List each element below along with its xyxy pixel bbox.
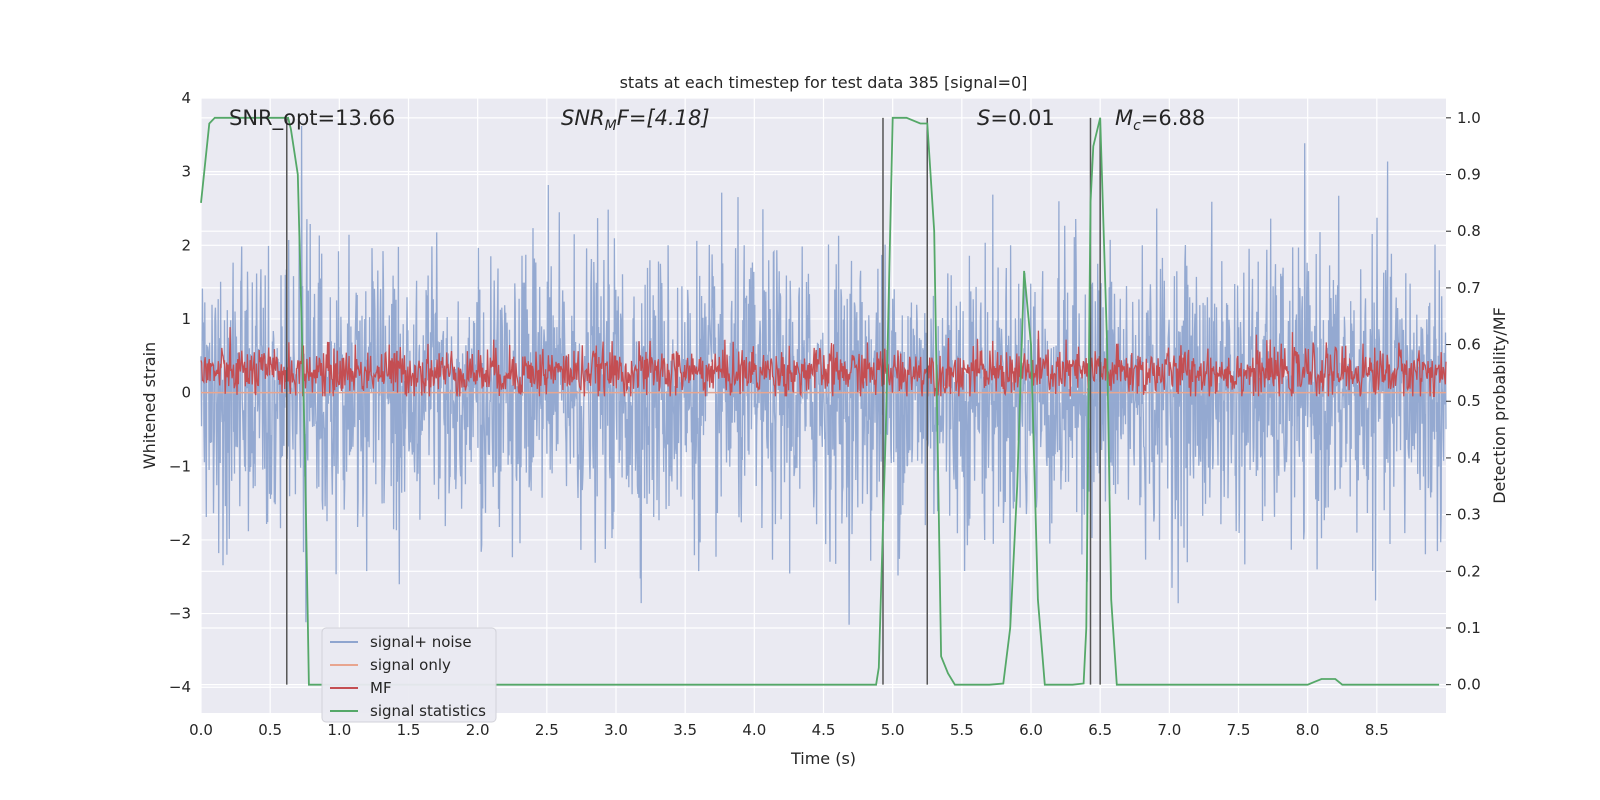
x-tick-label: 4.5	[812, 721, 836, 739]
tick-labels: 0.0 0.5 1.0 1.5 2.0 2.5 3.0 3.5 4.0 4.5 5.0 5.5 6.0 6…	[169, 89, 1481, 739]
y-right-tick-label: 0.3	[1457, 506, 1481, 524]
mf-series	[200, 327, 1447, 398]
x-tick-label: 1.5	[397, 721, 421, 739]
annotation-mc: Mc=6.88	[1115, 106, 1205, 134]
legend-label: signal+ noise	[370, 633, 472, 651]
y-right-tick-label: 0.5	[1457, 392, 1481, 410]
vertical-markers	[286, 117, 1101, 685]
x-axis-label: Time (s)	[790, 749, 856, 768]
chart-title: stats at each timestep for test data 385…	[620, 73, 1028, 92]
x-tick-label: 8.5	[1365, 721, 1389, 739]
annotation-snr-mf-rest: F=[4.18]	[617, 106, 710, 130]
x-tick-label: 5.5	[950, 721, 974, 739]
y-right-tick-label: 0.0	[1457, 676, 1481, 694]
annotation-snr-mf: SNRMF=[4.18]	[561, 106, 710, 134]
y-right-tick-label: 0.8	[1457, 222, 1481, 240]
annotation-mc-main: M	[1115, 106, 1133, 130]
annotation-s-rest: =0.01	[990, 106, 1054, 130]
y-left-tick-label: −2	[169, 531, 191, 549]
y-left-tick-label: 1	[181, 310, 191, 328]
annotation-s-main: S	[977, 106, 990, 130]
x-tick-label: 4.0	[742, 721, 766, 739]
y-right-tick-label: 0.4	[1457, 449, 1481, 467]
x-tick-label: 2.0	[466, 721, 490, 739]
x-tick-label: 8.0	[1296, 721, 1320, 739]
x-tick-label: 2.5	[535, 721, 559, 739]
x-tick-label: 0.0	[189, 721, 213, 739]
legend: signal+ noise signal only MF signal statist…	[321, 627, 497, 723]
annotation-snr-opt: SNR_opt=13.66	[229, 106, 395, 131]
y-left-tick-label: 2	[181, 236, 191, 254]
legend-box	[321, 627, 497, 723]
annotation-snr-mf-sub: M	[605, 118, 617, 134]
y-right-tick-label: 0.7	[1457, 279, 1481, 297]
x-tick-label: 0.5	[258, 721, 282, 739]
y-left-tick-label: −4	[169, 678, 191, 696]
x-tick-label: 3.0	[604, 721, 628, 739]
y-left-tick-label: 4	[181, 89, 191, 107]
x-tick-label: 7.5	[1227, 721, 1251, 739]
y-right-tick-label: 0.9	[1457, 166, 1481, 184]
x-tick-label: 5.0	[881, 721, 905, 739]
y-right-tick-label: 1.0	[1457, 109, 1481, 127]
y-left-tick-label: 3	[181, 163, 191, 181]
x-tick-label: 3.5	[673, 721, 697, 739]
y-axis-right-label: Detection probability/MF	[1490, 307, 1509, 504]
signal-statistics-series	[200, 116, 1440, 686]
legend-label: signal statistics	[370, 702, 486, 720]
annotation-mc-rest: =6.88	[1141, 106, 1205, 130]
y-right-tick-label: 0.2	[1457, 562, 1481, 580]
y-right-tick-label: 0.1	[1457, 619, 1481, 637]
y-right-tick-label: 0.6	[1457, 336, 1481, 354]
x-tick-label: 6.0	[1019, 721, 1043, 739]
y-left-tick-label: −1	[169, 457, 191, 475]
annotation-s: S=0.01	[977, 106, 1055, 130]
signal-statistics-line	[200, 116, 1440, 686]
mf-line	[200, 327, 1447, 398]
x-tick-label: 1.0	[327, 721, 351, 739]
y-axis-left-label: Whitened strain	[140, 342, 159, 469]
x-tick-label: 7.0	[1157, 721, 1181, 739]
y-left-tick-label: −3	[169, 605, 191, 623]
y-left-tick-label: 0	[181, 384, 191, 402]
legend-label: MF	[370, 679, 392, 697]
annotation-mc-sub: c	[1133, 118, 1141, 134]
x-tick-label: 6.5	[1088, 721, 1112, 739]
legend-label: signal only	[370, 656, 451, 674]
annotation-snr-mf-main: SNR	[561, 106, 605, 130]
